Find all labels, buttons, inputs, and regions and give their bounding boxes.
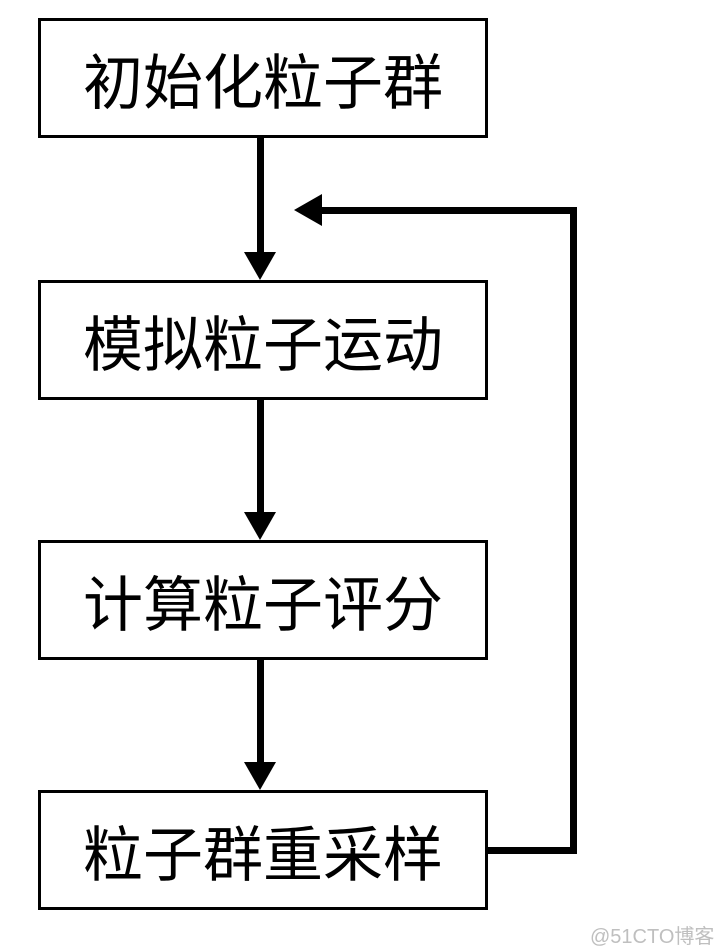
arrow-line	[257, 138, 264, 256]
arrow-head-icon	[244, 252, 276, 280]
loopback-line	[320, 207, 577, 214]
arrow-head-icon	[244, 762, 276, 790]
flow-node-label: 模拟粒子运动	[83, 297, 443, 384]
flow-node-label: 计算粒子评分	[83, 557, 443, 644]
flow-node-label: 初始化粒子群	[83, 35, 443, 122]
flow-node-resample: 粒子群重采样	[38, 790, 488, 910]
loopback-line	[488, 847, 577, 854]
arrow-head-icon	[244, 512, 276, 540]
arrow-line	[257, 660, 264, 765]
arrow-line	[257, 400, 264, 515]
flow-node-init: 初始化粒子群	[38, 18, 488, 138]
watermark-text: @51CTO博客	[590, 920, 714, 949]
flow-node-score: 计算粒子评分	[38, 540, 488, 660]
flow-node-label: 粒子群重采样	[83, 807, 443, 894]
flow-node-simulate: 模拟粒子运动	[38, 280, 488, 400]
arrow-head-icon	[294, 194, 322, 226]
loopback-line	[570, 207, 577, 854]
watermark-label: @51CTO博客	[590, 926, 714, 948]
flowchart-canvas: 初始化粒子群 模拟粒子运动 计算粒子评分 粒子群重采样 @51CTO博客	[0, 0, 720, 949]
